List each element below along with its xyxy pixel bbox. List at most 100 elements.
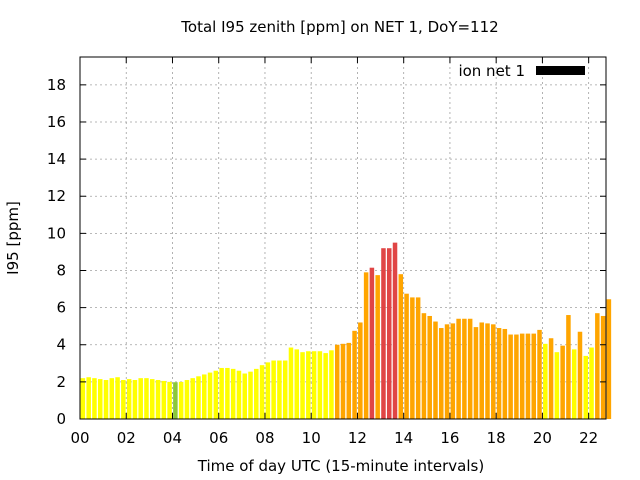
bar: [600, 315, 606, 419]
bar: [190, 378, 195, 419]
x-tick-label: 18: [487, 429, 506, 447]
y-tick-label: 4: [56, 336, 66, 354]
grid: [80, 57, 606, 419]
x-tick-label: 16: [440, 429, 459, 447]
bar: [525, 333, 531, 419]
bar: [577, 331, 583, 419]
bar: [589, 347, 594, 419]
bar: [317, 351, 323, 419]
bar: [288, 347, 294, 419]
bar: [340, 343, 346, 419]
bar: [398, 274, 404, 419]
bar: [560, 345, 565, 419]
bar: [126, 379, 132, 419]
bar: [519, 333, 525, 419]
bar: [92, 378, 97, 419]
bar: [381, 248, 386, 419]
bar: [606, 299, 612, 419]
bar: [306, 351, 311, 419]
bar: [410, 297, 415, 419]
bar: [392, 242, 398, 419]
plot-frame: [79, 56, 607, 420]
bar: [421, 313, 427, 419]
bar: [508, 334, 513, 419]
bar: [583, 355, 589, 419]
bar: [144, 378, 149, 419]
bar: [456, 318, 461, 419]
bar: [86, 377, 91, 419]
bar: [363, 272, 369, 419]
bar: [259, 365, 265, 419]
bar: [213, 370, 219, 419]
bar: [462, 318, 467, 419]
bar: [97, 379, 103, 419]
bar: [80, 378, 86, 419]
bar: [439, 328, 444, 419]
bar: [236, 370, 242, 419]
bar: [595, 313, 600, 419]
y-tick-label: 6: [56, 299, 66, 317]
bar: [502, 328, 508, 419]
bar: [329, 350, 334, 419]
bar: [467, 318, 473, 419]
x-tick-label: 10: [302, 429, 321, 447]
bar: [132, 380, 138, 419]
bar: [473, 327, 479, 419]
legend: ion net 1: [458, 62, 585, 80]
bar: [242, 373, 247, 419]
bar: [207, 372, 213, 419]
legend-label: ion net 1: [458, 62, 525, 80]
bar: [433, 321, 438, 419]
bar: [566, 315, 571, 419]
x-tick-label: 04: [163, 429, 182, 447]
bar: [554, 352, 560, 419]
y-tick-label: 16: [47, 113, 66, 131]
bar: [196, 376, 201, 419]
bar: [173, 382, 178, 419]
bar: [167, 381, 172, 419]
bar: [294, 349, 300, 419]
x-tick-label: 00: [70, 429, 89, 447]
y-tick-label: 8: [56, 261, 66, 279]
bar: [427, 315, 432, 419]
bar: [300, 352, 305, 419]
bar: [149, 379, 155, 419]
bar: [155, 380, 161, 419]
bar: [375, 275, 380, 419]
y-tick-label: 18: [47, 76, 66, 94]
legend-swatch: [536, 66, 585, 75]
bar: [271, 360, 276, 419]
bar: [178, 381, 184, 419]
bar: [571, 349, 577, 419]
bar: [491, 324, 496, 419]
bar: [161, 380, 167, 419]
bar: [352, 330, 357, 419]
bar: [369, 267, 375, 419]
bar: [358, 322, 363, 419]
bar: [254, 368, 259, 419]
x-axis-label: Time of day UTC (15-minute intervals): [197, 457, 484, 475]
bar: [277, 360, 282, 419]
y-tick-label: 0: [56, 410, 66, 428]
bar: [323, 353, 328, 419]
bar: [265, 362, 271, 419]
bar: [121, 380, 126, 419]
bar: [496, 328, 502, 419]
y-tick-label: 10: [47, 224, 66, 242]
x-tick-label: 14: [394, 429, 413, 447]
x-tick-label: 20: [533, 429, 552, 447]
chart-title: Total I95 zenith [ppm] on NET 1, DoY=112: [180, 18, 498, 36]
bar: [103, 380, 109, 419]
bar: [138, 378, 143, 419]
bar: [514, 334, 519, 419]
bar: [548, 338, 554, 419]
bar: [282, 360, 288, 419]
bar: [543, 343, 548, 419]
bar: [531, 333, 537, 419]
bar: [386, 248, 392, 419]
bar: [485, 323, 490, 419]
y-axis-label: I95 [ppm]: [4, 201, 22, 275]
bar: [346, 342, 352, 419]
